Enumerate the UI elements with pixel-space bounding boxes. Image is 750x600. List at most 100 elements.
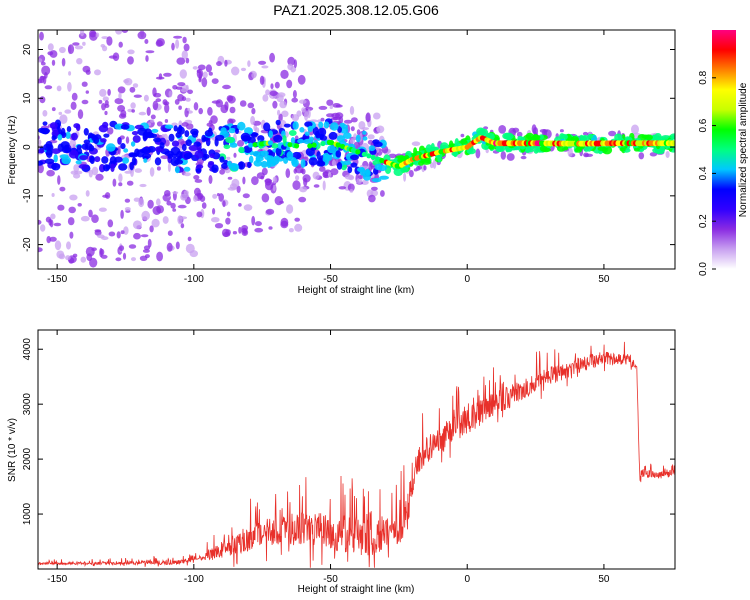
spectrogram-cell xyxy=(378,164,387,172)
spectrogram-cell xyxy=(251,72,257,79)
spectrogram-cell xyxy=(171,140,180,147)
spectrogram-cell xyxy=(286,151,294,160)
spectrogram-cell xyxy=(280,217,289,227)
spectrogram-cell xyxy=(300,169,304,174)
spectrogram-cell xyxy=(343,119,353,124)
spectrogram-cell xyxy=(230,163,240,172)
spectrogram-cell xyxy=(272,100,278,109)
spectrogram-cell xyxy=(151,218,160,228)
spectrogram-cell xyxy=(231,178,240,188)
spectrogram-cell xyxy=(297,138,304,144)
spectrogram-cell xyxy=(164,119,169,123)
spectrogram-cell xyxy=(287,63,294,70)
spectrogram-cell xyxy=(67,217,75,226)
spectrogram-cell xyxy=(42,128,50,135)
spectrogram-cell xyxy=(403,172,407,182)
spectrogram-cell xyxy=(51,193,55,197)
spectrogram-cell xyxy=(149,167,155,177)
spectrogram-cell xyxy=(277,92,286,98)
spectrogram-cell xyxy=(229,106,236,114)
snr-frame xyxy=(38,330,675,569)
spectrogram-cell xyxy=(145,50,155,54)
spectrogram-cell xyxy=(539,145,548,152)
spectrogram-cell xyxy=(311,142,317,148)
spectrogram-cell xyxy=(71,92,78,101)
spectrogram-cell xyxy=(91,134,96,141)
spectrogram-cell xyxy=(633,147,641,152)
spectrogram-cell xyxy=(263,122,271,132)
spectrogram-cell xyxy=(349,138,356,145)
spectrogram-cell xyxy=(224,59,228,67)
spectrogram-cell xyxy=(170,202,176,209)
spectrogram-cell xyxy=(235,128,239,135)
spectrogram-cell xyxy=(172,191,179,195)
spectrogram-cell xyxy=(238,226,242,234)
spectrogram-cell xyxy=(89,257,98,268)
spectrogram-cell xyxy=(297,74,306,85)
spectrogram-cell xyxy=(73,173,81,179)
spectrogram-cell xyxy=(126,180,134,186)
spectrogram-cell xyxy=(198,71,202,81)
spectrogram-cell xyxy=(285,168,291,179)
spectrogram-cell xyxy=(45,149,53,158)
spectrogram-cell xyxy=(158,73,163,80)
spectrogram-cell xyxy=(97,234,105,239)
spectrogram-cell xyxy=(358,121,366,130)
spectrogram-cell xyxy=(99,248,105,256)
spectrogram-cell xyxy=(303,177,308,187)
spectrogram-cell xyxy=(107,127,114,135)
spectrogram-cell xyxy=(124,170,132,174)
spectrogram-cell xyxy=(212,193,218,199)
spectrogram-cell xyxy=(283,157,289,164)
spectrogram-cell xyxy=(68,206,76,214)
spectrogram-cell xyxy=(460,133,465,138)
spectrogram-cell xyxy=(127,56,134,65)
spectrogram-cell xyxy=(131,131,139,136)
spectrogram-cell xyxy=(41,65,51,76)
spectrogram-cell xyxy=(100,138,107,143)
spectrogram-cell xyxy=(183,166,191,172)
spectrogram-cell xyxy=(128,244,137,249)
spectrogram-cell xyxy=(175,86,183,90)
spectrogram-cell xyxy=(179,69,187,79)
spectrogram-cell xyxy=(181,143,187,152)
spectrogram-cell xyxy=(319,133,324,140)
spectrogram-cell xyxy=(173,35,183,39)
spectrogram-cell xyxy=(67,81,72,92)
spectrogram-cell xyxy=(61,57,66,67)
spectrogram-cell xyxy=(101,36,109,40)
spectrogram-cell xyxy=(242,193,250,199)
spectrogram-cell xyxy=(232,231,237,235)
spectrogram-cell xyxy=(318,121,324,129)
spectrogram-cell xyxy=(150,114,156,120)
spectrogram-cell xyxy=(500,151,506,160)
spectrogram-cell xyxy=(174,166,180,174)
spectrogram-cell xyxy=(104,100,109,106)
spectrogram-cell xyxy=(190,128,199,136)
spectrogram-cell xyxy=(248,155,254,164)
spectrogram-cell xyxy=(185,57,190,64)
spectrogram-cell xyxy=(170,146,181,156)
spectrogram-cell xyxy=(118,41,123,48)
spectrogram-cell xyxy=(218,193,224,202)
spectrogram-cell xyxy=(197,64,206,71)
spectrogram-cell xyxy=(379,175,389,180)
x-tick-label: 50 xyxy=(598,574,610,585)
spectrogram-cell xyxy=(326,113,335,118)
spectrogram-cell xyxy=(254,221,262,227)
spectrogram-cell xyxy=(125,136,130,144)
spectrogram-cell xyxy=(101,103,106,111)
spectrogram-cell xyxy=(211,100,221,104)
spectrogram-cell xyxy=(340,143,346,150)
spectrogram-cell xyxy=(59,46,66,54)
colorbar: 0.0 0.2 0.4 0.6 0.8 Normalized spectral ampl… xyxy=(698,30,749,276)
spectrogram-cell xyxy=(226,211,231,217)
spectrogram-cell xyxy=(133,232,141,240)
spectrogram-xlabel: Height of straight line (km) xyxy=(298,285,415,296)
spectrogram-cell xyxy=(130,141,136,147)
spectrogram-cell xyxy=(298,196,307,203)
spectrogram-cell xyxy=(94,69,101,76)
spectrogram-cell xyxy=(602,145,613,155)
spectrogram-cell xyxy=(665,151,670,158)
spectrogram-cell xyxy=(214,223,224,229)
